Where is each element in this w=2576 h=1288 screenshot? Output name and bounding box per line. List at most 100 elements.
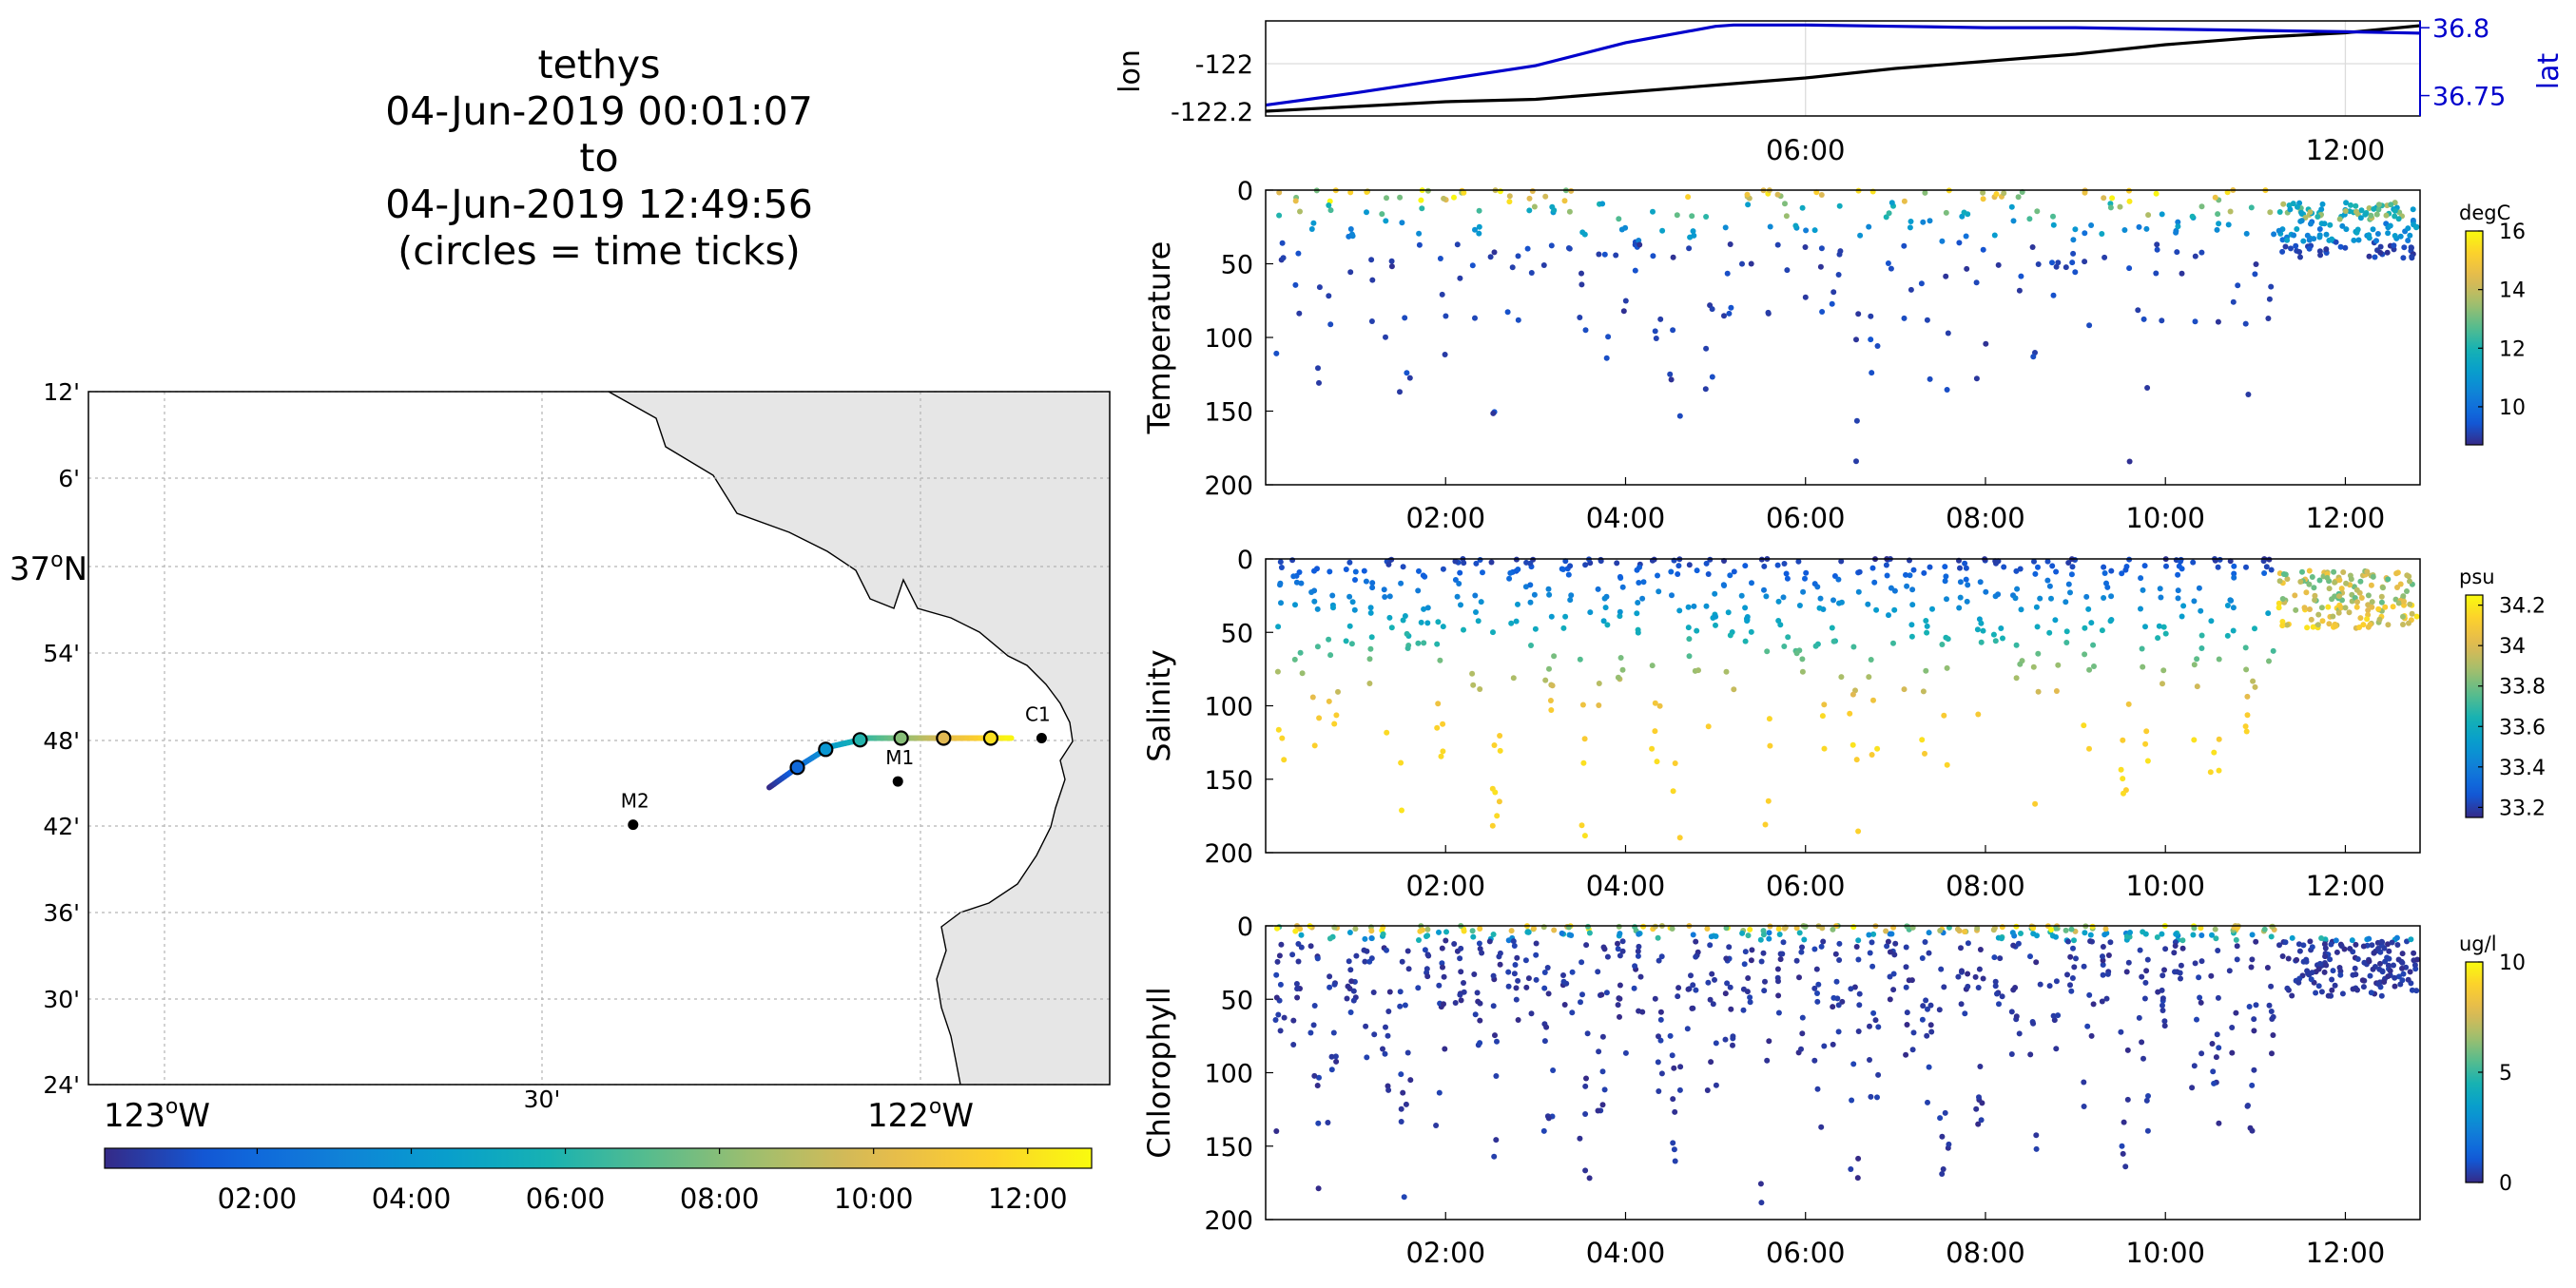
data-point [2120, 776, 2126, 782]
data-point [2015, 940, 2022, 947]
data-point [1424, 952, 1431, 958]
data-point [2306, 581, 2313, 587]
data-point [1829, 300, 1835, 307]
data-point [1874, 1094, 1880, 1101]
data-point [1382, 1050, 1388, 1057]
data-point [2055, 260, 2062, 266]
data-point [1818, 943, 1825, 950]
data-point [2231, 574, 2237, 581]
data-point [1346, 623, 1353, 629]
data-point [1514, 954, 1520, 961]
data-point [1973, 375, 1980, 382]
data-point [1434, 724, 1441, 731]
data-point [1619, 948, 1626, 954]
data-point [1531, 925, 1537, 932]
time-tick-circle [852, 732, 868, 748]
data-point [2288, 245, 2294, 252]
data-point [1674, 212, 1680, 219]
data-point [1855, 1028, 1862, 1034]
data-point [2251, 1028, 2257, 1034]
data-point [1975, 711, 1982, 718]
lat-axis-label: lat [2532, 53, 2566, 90]
data-point [1920, 688, 1927, 695]
data-point [2366, 235, 2373, 241]
data-point [1727, 572, 1733, 579]
data-point [1509, 264, 1516, 271]
data-point [1586, 930, 1593, 936]
data-point [2140, 663, 2146, 670]
data-point [2194, 683, 2200, 690]
data-point [2198, 203, 2205, 210]
data-point [2270, 1013, 2276, 1020]
data-point [1452, 577, 1459, 583]
data-point [2395, 600, 2402, 606]
data-point [2378, 593, 2385, 600]
data-point [2070, 237, 2077, 243]
data-point [1505, 969, 1512, 975]
data-point [2230, 605, 2237, 611]
data-point [1299, 670, 1306, 677]
data-point [2391, 962, 2396, 969]
data-point [1765, 798, 1772, 804]
data-point [1976, 966, 1983, 972]
data-point [2353, 604, 2360, 610]
map-lat-tick-label: 24' [43, 1071, 80, 1099]
data-point [2141, 995, 2148, 1002]
land-area [609, 392, 1110, 1085]
data-point [2030, 1020, 2037, 1027]
data-point [1551, 927, 1558, 933]
data-point [1385, 1009, 1392, 1014]
data-point [1923, 997, 1929, 1004]
data-point [2343, 200, 2350, 206]
data-point [1528, 270, 1535, 276]
data-point [1382, 594, 1388, 600]
data-point [2379, 939, 2386, 946]
data-point [1326, 698, 1332, 704]
data-point [2122, 1163, 2129, 1170]
data-point [2284, 622, 2291, 628]
data-point [1327, 568, 1333, 575]
data-point [1742, 605, 1749, 611]
data-point [2388, 202, 2394, 208]
data-point [2155, 635, 2161, 642]
data-point [2409, 987, 2415, 993]
data-point [2382, 604, 2389, 610]
data-point [1598, 991, 1605, 998]
data-point [1691, 232, 1697, 239]
data-point [2053, 978, 2060, 985]
data-point [1493, 1073, 1500, 1079]
data-point [1508, 928, 1515, 934]
data-point [1291, 656, 1298, 663]
data-point [1475, 618, 1482, 625]
data-point [1941, 984, 1947, 990]
data-point [2030, 925, 2037, 932]
data-point [1582, 327, 1589, 334]
data-point [1811, 946, 1818, 952]
data-point [1937, 928, 1944, 933]
data-point [1489, 822, 1496, 829]
data-point [1326, 636, 1332, 643]
data-point [2160, 667, 2167, 674]
data-point [1529, 188, 1536, 194]
data-point [1295, 941, 1302, 947]
data-point [1615, 1002, 1621, 1009]
data-point [1676, 607, 1683, 614]
data-point [1326, 202, 1332, 208]
data-point [2287, 206, 2294, 213]
data-point [1796, 930, 1803, 936]
data-point [2329, 596, 2335, 603]
data-point [1599, 201, 1606, 207]
data-point [1943, 273, 1949, 279]
data-point [1406, 375, 1413, 381]
data-point [2178, 975, 2183, 982]
data-point [1508, 620, 1515, 626]
data-point [1757, 1181, 1764, 1187]
data-point [2369, 942, 2375, 949]
data-point [1488, 559, 1495, 566]
data-point [2099, 231, 2105, 237]
data-point [1942, 1109, 1948, 1116]
data-point [1525, 975, 1532, 982]
data-point [1978, 1117, 1985, 1124]
data-point [1668, 568, 1675, 575]
data-point [1685, 986, 1692, 992]
